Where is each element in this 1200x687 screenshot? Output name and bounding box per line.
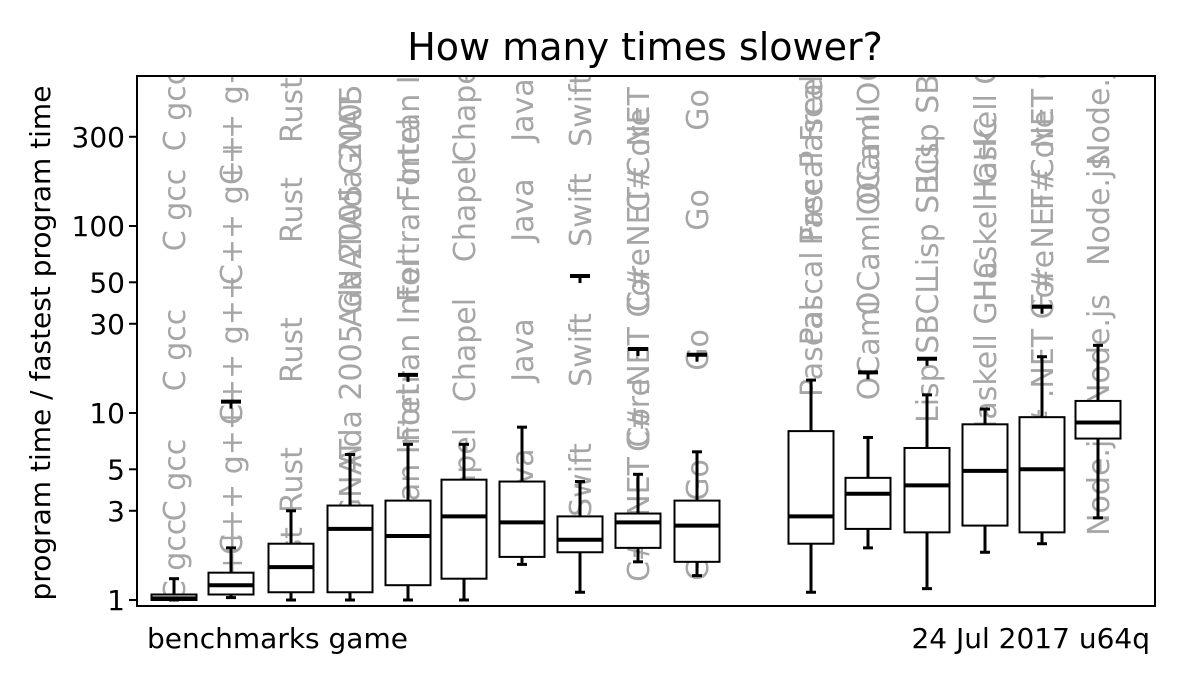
- y-axis-label: program time / fastest program time: [24, 86, 57, 601]
- box-pascal-free-pascal: [787, 378, 835, 594]
- box-go: [673, 352, 721, 578]
- box-chapel: [440, 442, 488, 602]
- iqr-box: [440, 478, 488, 580]
- category-label: F# .NET Core: [1026, 10, 1061, 210]
- iqr-box: [498, 480, 546, 558]
- category-label: Ada 2005 GNAT: [334, 232, 369, 468]
- iqr-box: [673, 499, 721, 563]
- category-label: C gcc: [158, 169, 193, 252]
- iqr-box: [1018, 416, 1066, 534]
- category-label: Pascal Free Pascal: [795, 0, 830, 245]
- y-tick-label: 3: [107, 495, 125, 528]
- category-label: Chapel: [448, 58, 483, 162]
- iqr-box: [1074, 399, 1122, 440]
- y-tick-label: 5: [107, 453, 125, 486]
- y-tick-label: 1: [107, 584, 125, 617]
- category-label: Haskell GHC: [969, 18, 1004, 202]
- category-label: Rust: [275, 447, 310, 513]
- box-ada-2005-gnat: [326, 452, 374, 602]
- category-label: Go: [681, 89, 716, 131]
- box-ocaml-ocaml: [844, 370, 892, 550]
- category-label: Chapel: [448, 298, 483, 402]
- category-label: C++ g++: [215, 35, 250, 185]
- y-tick-label: 10: [89, 397, 125, 430]
- category-label: Go: [681, 329, 716, 371]
- category-label: Java: [506, 178, 541, 243]
- box-lisp-sbcl: [903, 356, 951, 591]
- box-rust: [267, 509, 315, 602]
- box-swift: [556, 274, 604, 594]
- category-label: Ada 2005 GNAT: [334, 0, 369, 228]
- category-label: Fortran Intel: [392, 18, 427, 202]
- category-label: Swift: [564, 73, 599, 147]
- category-label: C++ g++: [215, 405, 250, 555]
- category-label: OCaml OCaml: [852, 5, 887, 216]
- box-c-gcc: [150, 577, 198, 602]
- box-fortran-intel: [384, 372, 432, 602]
- footer-left: benchmarks game: [147, 622, 408, 655]
- plot-frame: [136, 75, 1156, 607]
- category-label: C gcc: [158, 309, 193, 392]
- category-label: C++ g++: [215, 135, 250, 285]
- category-label: Lisp SBCL: [911, 37, 946, 183]
- category-label: Lisp SBCL: [911, 137, 946, 283]
- box-layer: [150, 274, 1122, 602]
- category-label: Fortran Intel: [392, 118, 427, 302]
- category-label: C# .NET Core: [622, 108, 657, 312]
- category-label: C gcc: [158, 69, 193, 152]
- iqr-box: [844, 476, 892, 530]
- category-label: Fortran Intel: [392, 258, 427, 442]
- box-c-g-: [207, 399, 255, 600]
- category-label: Pascal Free Pascal: [795, 75, 830, 346]
- iqr-box: [961, 423, 1009, 527]
- category-label: Java: [506, 318, 541, 383]
- category-label: C# .NET Core: [622, 8, 657, 212]
- category-label: Swift: [564, 313, 599, 387]
- y-tick-label: 50: [89, 266, 125, 299]
- box-haskell-ghc: [961, 407, 1009, 554]
- box-f-net-core: [1018, 304, 1066, 546]
- category-label: Go: [681, 189, 716, 231]
- category-label: C gcc: [158, 439, 193, 522]
- category-label: Java: [506, 78, 541, 143]
- iqr-box: [384, 499, 432, 587]
- box-c-net-core: [614, 346, 662, 564]
- iqr-box: [614, 512, 662, 549]
- footer-right: 24 Jul 2017 u64q: [911, 622, 1150, 655]
- category-label: Rust: [275, 317, 310, 383]
- category-label: Rust: [275, 77, 310, 143]
- category-label: Haskell GHC: [969, 118, 1004, 302]
- y-axis-ticks: 1 3 5 10 30 50 100 300: [72, 121, 137, 617]
- category-label: Swift: [564, 173, 599, 247]
- box-node-js: [1074, 343, 1122, 520]
- category-label: Node.js: [1082, 154, 1117, 266]
- iqr-box: [903, 446, 951, 534]
- category-label: OCaml OCaml: [852, 105, 887, 316]
- y-tick-label: 300: [72, 121, 125, 154]
- category-label: F# .NET Core: [1026, 110, 1061, 310]
- iqr-box: [326, 504, 374, 594]
- chart-title: How many times slower?: [407, 25, 883, 69]
- iqr-box: [787, 430, 835, 545]
- y-tick-label: 30: [89, 308, 125, 341]
- category-label: Node.js: [1082, 54, 1117, 166]
- category-label: Rust: [275, 177, 310, 243]
- category-label: Ada 2005 GNAT: [334, 92, 369, 328]
- iqr-box: [556, 515, 604, 554]
- box-java: [498, 425, 546, 566]
- category-label: OCaml: [852, 300, 887, 401]
- category-label: Chapel: [448, 158, 483, 262]
- y-tick-label: 100: [72, 210, 125, 243]
